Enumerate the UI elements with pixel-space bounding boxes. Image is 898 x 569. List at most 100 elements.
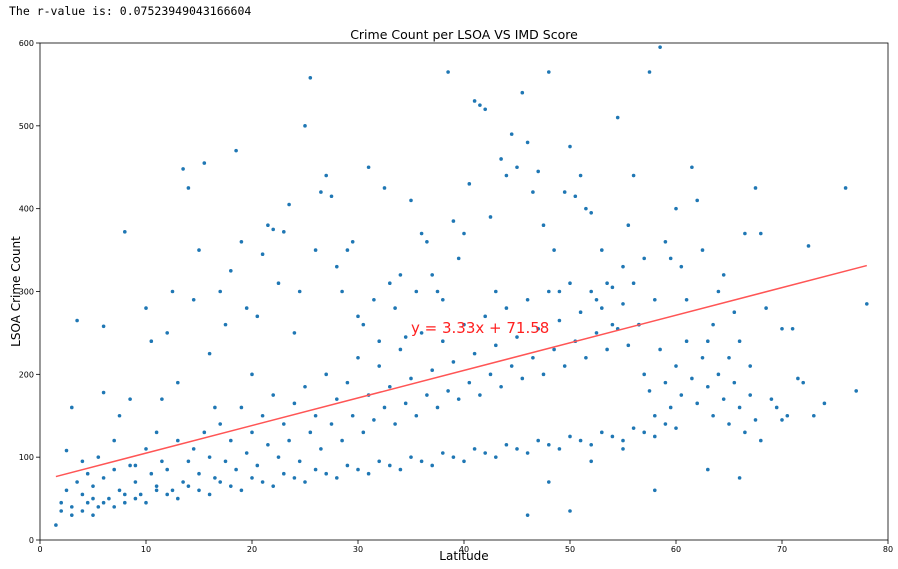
scatter-point xyxy=(229,268,233,273)
x-tick-label: 70 xyxy=(777,545,787,554)
scatter-point xyxy=(716,372,721,377)
scatter-point xyxy=(472,447,477,451)
scatter-point xyxy=(467,182,472,186)
scatter-point xyxy=(658,347,662,352)
scatter-point xyxy=(244,306,249,310)
scatter-point xyxy=(165,467,169,472)
scatter-point xyxy=(610,285,615,290)
scatter-point xyxy=(64,488,69,493)
scatter-point xyxy=(653,488,657,493)
scatter-point xyxy=(324,372,329,377)
scatter-point xyxy=(260,252,265,257)
scatter-point xyxy=(732,310,737,315)
scatter-point xyxy=(191,297,196,302)
scatter-point xyxy=(653,297,657,302)
scatter-point xyxy=(218,422,222,426)
scatter-point xyxy=(80,492,85,497)
y-tick-label: 400 xyxy=(19,205,34,214)
y-tick-label: 500 xyxy=(19,122,34,131)
scatter-point xyxy=(695,401,699,406)
scatter-point xyxy=(706,467,710,472)
scatter-point xyxy=(202,161,207,165)
scatter-point xyxy=(398,467,403,472)
scatter-point xyxy=(213,476,217,480)
scatter-point xyxy=(229,438,233,443)
scatter-point xyxy=(419,231,424,236)
scatter-point xyxy=(737,339,742,344)
scatter-point xyxy=(372,297,376,302)
scatter-point xyxy=(186,186,191,190)
scatter-point xyxy=(340,438,344,443)
scatter-point xyxy=(494,343,498,348)
scatter-point xyxy=(128,397,132,401)
scatter-point xyxy=(679,264,684,269)
scatter-point xyxy=(748,364,752,368)
scatter-point xyxy=(589,211,593,215)
scatter-point xyxy=(822,401,827,406)
scatter-point xyxy=(112,467,116,472)
scatter-point xyxy=(165,331,169,335)
scatter-point xyxy=(430,463,435,468)
scatter-point xyxy=(388,384,392,389)
scatter-point xyxy=(112,505,116,509)
scatter-point xyxy=(292,476,297,480)
scatter-point xyxy=(91,513,95,517)
scatter-point xyxy=(525,140,530,145)
scatter-point xyxy=(663,380,668,385)
x-tick-label: 0 xyxy=(37,545,42,554)
scatter-point xyxy=(631,281,636,286)
scatter-point xyxy=(75,480,79,484)
scatter-point xyxy=(674,364,678,368)
scatter-point xyxy=(244,451,249,455)
scatter-point xyxy=(483,107,488,112)
scatter-point xyxy=(446,389,450,393)
scatter-point xyxy=(133,496,138,501)
scatter-point xyxy=(430,273,435,277)
scatter-point xyxy=(403,335,408,339)
scatter-point xyxy=(515,165,519,170)
x-tick-label: 30 xyxy=(353,545,363,554)
scatter-point xyxy=(101,324,106,329)
scatter-point xyxy=(64,448,69,453)
scatter-point xyxy=(642,256,646,261)
scatter-point xyxy=(456,256,461,261)
scatter-point xyxy=(472,351,477,356)
scatter-point xyxy=(207,455,212,459)
scatter-point xyxy=(350,413,355,418)
regression-line xyxy=(55,264,867,478)
x-tick-label: 20 xyxy=(247,545,257,554)
scatter-point xyxy=(101,476,106,480)
scatter-point xyxy=(812,413,816,418)
x-tick-label: 50 xyxy=(565,545,575,554)
scatter-point xyxy=(101,500,106,505)
scatter-point xyxy=(785,413,790,418)
scatter-point xyxy=(600,306,604,310)
scatter-point xyxy=(308,75,313,80)
scatter-point xyxy=(160,459,164,464)
scatter-point xyxy=(690,376,694,381)
scatter-point xyxy=(451,360,456,364)
scatter-point xyxy=(541,372,546,377)
scatter-point xyxy=(292,331,297,335)
scatter-point xyxy=(483,314,488,319)
scatter-point xyxy=(843,186,848,190)
scatter-point xyxy=(85,471,90,476)
scatter-point xyxy=(594,331,599,335)
scatter-point xyxy=(366,165,371,170)
scatter-point xyxy=(509,364,514,368)
scatter-point xyxy=(642,372,646,377)
scatter-point xyxy=(700,248,705,252)
scatter-point xyxy=(117,488,122,493)
scatter-point xyxy=(610,322,615,327)
scatter-point xyxy=(578,173,583,178)
scatter-point xyxy=(308,430,313,435)
scatter-point xyxy=(589,289,593,294)
scatter-point xyxy=(70,513,74,517)
scatter-point xyxy=(303,384,307,389)
scatter-point xyxy=(176,380,180,385)
scatter-point xyxy=(181,167,185,171)
y-tick-label: 100 xyxy=(19,453,34,462)
scatter-point xyxy=(573,194,578,199)
scatter-point xyxy=(753,418,758,422)
